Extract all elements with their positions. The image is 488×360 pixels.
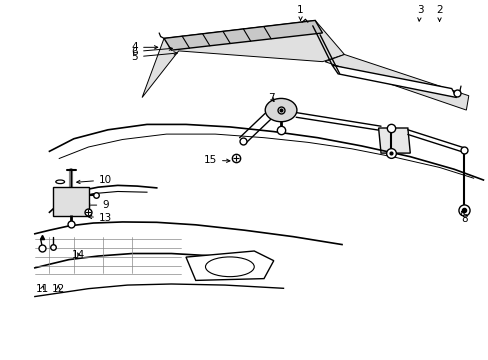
Polygon shape xyxy=(142,21,344,98)
Text: 11: 11 xyxy=(36,284,49,294)
Text: 2: 2 xyxy=(435,5,442,21)
Polygon shape xyxy=(185,251,273,280)
FancyBboxPatch shape xyxy=(53,187,89,216)
Ellipse shape xyxy=(56,180,64,184)
Text: 5: 5 xyxy=(131,52,177,62)
Text: 14: 14 xyxy=(72,250,85,260)
Text: 7: 7 xyxy=(267,93,274,103)
Polygon shape xyxy=(378,128,409,153)
Text: 1: 1 xyxy=(297,5,303,21)
Text: 15: 15 xyxy=(203,155,229,165)
Ellipse shape xyxy=(264,98,296,122)
Text: 12: 12 xyxy=(52,284,65,294)
Polygon shape xyxy=(331,65,456,98)
Polygon shape xyxy=(325,54,468,110)
Text: 4: 4 xyxy=(131,42,158,52)
Text: 8: 8 xyxy=(461,211,467,224)
Text: 10: 10 xyxy=(77,175,112,185)
Text: 6: 6 xyxy=(131,46,172,57)
Text: 13: 13 xyxy=(88,213,112,222)
Text: 9: 9 xyxy=(86,200,109,210)
Ellipse shape xyxy=(205,257,254,276)
Text: 3: 3 xyxy=(416,5,423,21)
Polygon shape xyxy=(163,21,322,50)
